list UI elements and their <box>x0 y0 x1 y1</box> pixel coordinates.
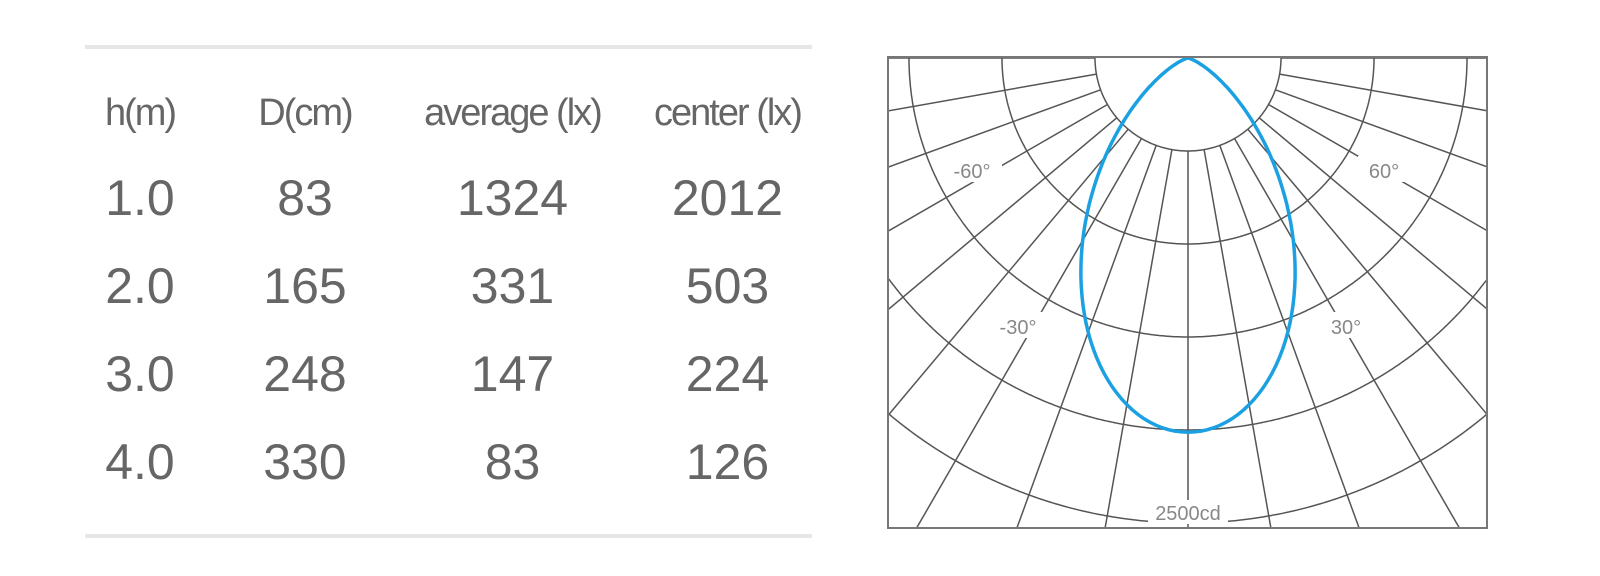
table-cell: 4.0 <box>105 434 175 490</box>
table-cell: 1324 <box>456 170 569 226</box>
table-cell: 2012 <box>671 170 784 226</box>
table-cell: 83 <box>277 170 333 226</box>
grid-radial-line <box>1258 117 1488 310</box>
table-cell: 1.0 <box>105 170 175 226</box>
table-row: 2.0 165 331 503 <box>70 242 830 330</box>
table-cell: 224 <box>685 346 770 402</box>
grid-radial-line <box>1247 128 1488 415</box>
column-header: D(cm) <box>258 91 353 134</box>
polar-grid <box>887 57 1488 529</box>
table-row: 3.0 248 147 224 <box>70 330 830 418</box>
table-header-row: h(m) D(cm) average (lx) center (lx) <box>70 72 830 154</box>
angle-label: -60° <box>954 161 991 183</box>
table-top-rule <box>85 45 812 49</box>
table-cell: 503 <box>685 258 770 314</box>
table-row: 1.0 83 1324 2012 <box>70 154 830 242</box>
grid-radial-line <box>887 73 1097 112</box>
scale-label: 2500cd <box>1155 503 1221 525</box>
grid-radial-line <box>1275 89 1488 168</box>
illuminance-table: h(m) D(cm) average (lx) center (lx) 1.0 8… <box>70 72 830 506</box>
table-cell: 83 <box>484 434 541 490</box>
angle-label: 60° <box>1369 161 1399 183</box>
grid-radial-line <box>1203 149 1272 529</box>
angle-label: 30° <box>1331 317 1361 339</box>
table-cell: 330 <box>263 434 347 490</box>
grid-ring <box>887 277 1487 431</box>
table-row: 4.0 330 83 126 <box>70 418 830 506</box>
grid-radial-line <box>887 89 1101 168</box>
grid-radial-line <box>1279 73 1488 112</box>
column-header: center (lx) <box>654 91 803 134</box>
table-cell: 331 <box>470 258 555 314</box>
grid-radial-line <box>1104 149 1173 529</box>
angle-label: -30° <box>1000 317 1037 339</box>
table-cell: 3.0 <box>105 346 175 402</box>
column-header: average (lx) <box>424 91 603 134</box>
intensity-curve <box>1079 56 1297 434</box>
grid-radial-line <box>1219 145 1360 529</box>
grid-radial-line <box>1016 145 1157 529</box>
column-header: h(m) <box>104 91 177 134</box>
table-cell: 248 <box>263 346 347 402</box>
table-cell: 147 <box>470 346 555 402</box>
grid-radial-line <box>887 117 1118 311</box>
table-bottom-rule <box>85 534 812 538</box>
table-cell: 165 <box>263 258 347 314</box>
grid-ring <box>1094 57 1282 152</box>
table-cell: 126 <box>685 434 770 490</box>
table-cell: 2.0 <box>105 258 175 314</box>
diagram-frame <box>887 56 1488 529</box>
grid-radial-line <box>887 128 1129 416</box>
